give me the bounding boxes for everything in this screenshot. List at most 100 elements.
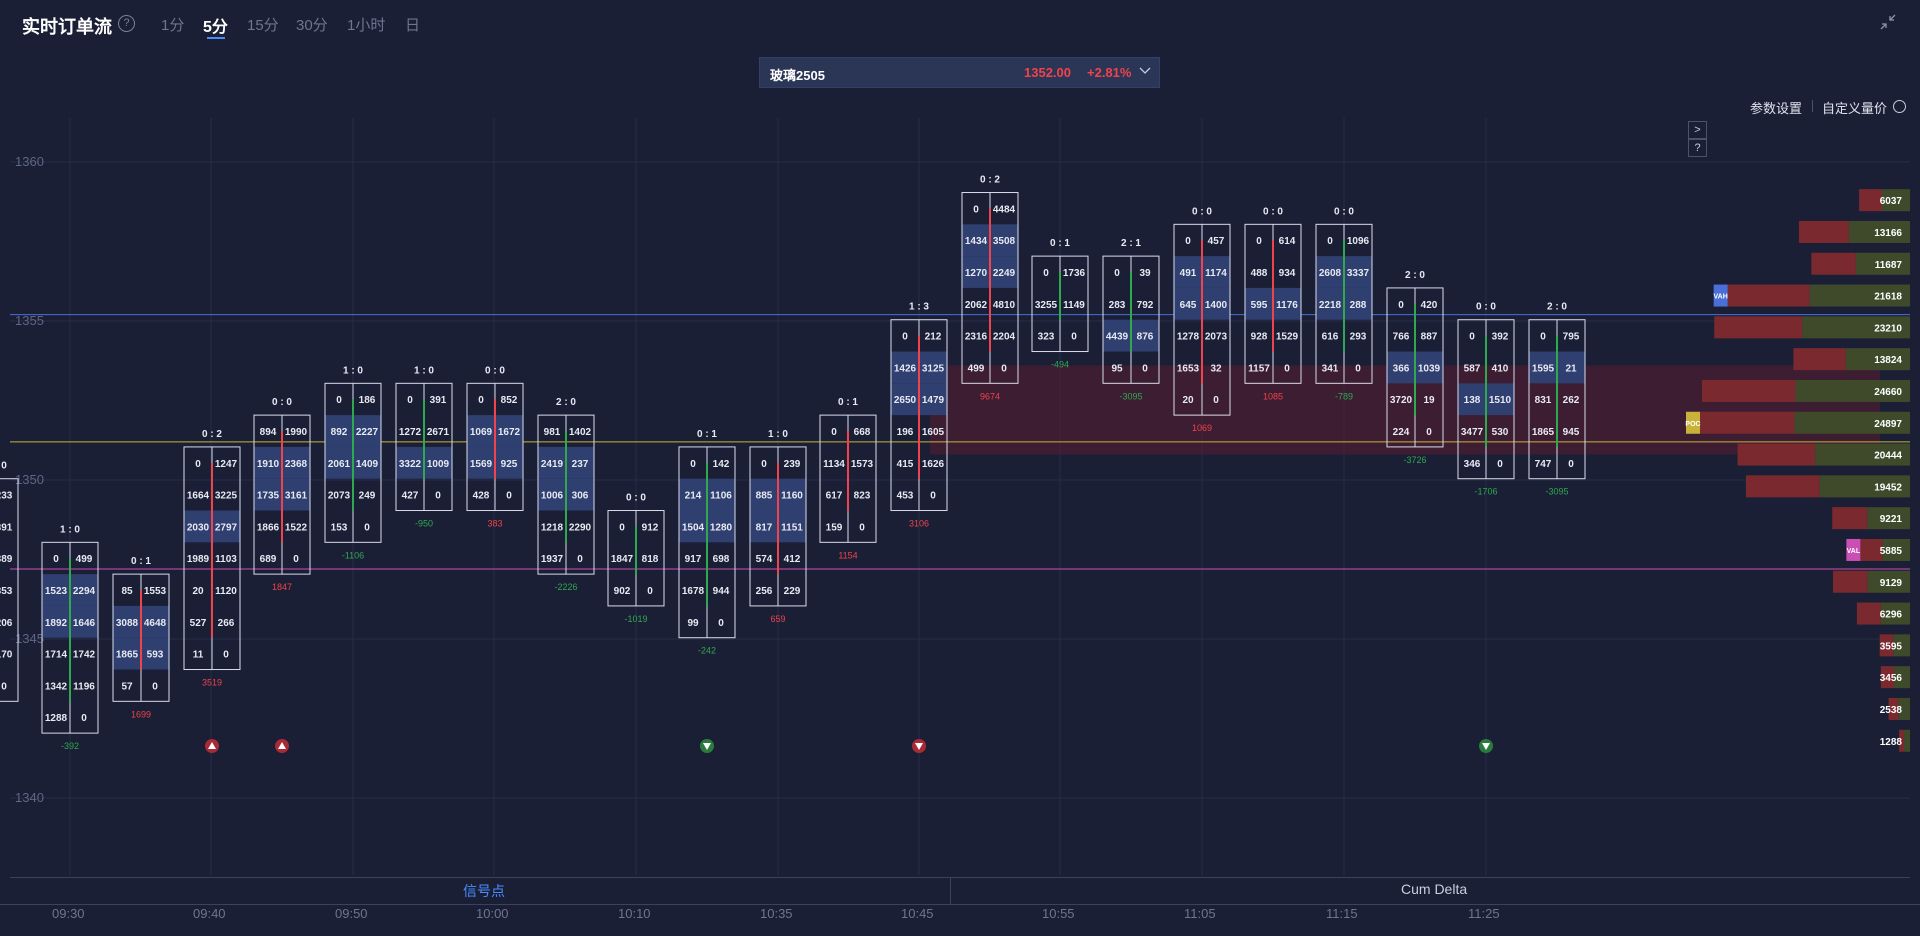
profile-buy-bar — [1867, 507, 1910, 530]
bid-volume: 0 — [1, 681, 7, 692]
time-label: 10:35 — [760, 906, 793, 921]
imbalance-ratio: 1 : 0 — [343, 365, 363, 376]
ask-volume: 186 — [359, 395, 376, 406]
bid-volume: 11 — [193, 650, 204, 661]
timeframe-30min[interactable]: 30分 — [296, 17, 328, 34]
ask-volume: 3225 — [215, 491, 238, 502]
bid-volume: 0 — [831, 427, 837, 438]
bid-volume: 3255 — [1035, 300, 1058, 311]
expand-panel-button[interactable]: > — [1688, 121, 1707, 139]
profile-tag-marker — [1713, 284, 1728, 307]
profile-tag: VAL — [1847, 548, 1861, 555]
bid-volume: 0 — [336, 395, 342, 406]
signal-points-tab[interactable]: 信号点 — [463, 883, 505, 899]
page-title: 实时订单流 — [22, 17, 112, 37]
ask-volume: 3125 — [922, 363, 945, 374]
cum-delta-tab[interactable]: Cum Delta — [1401, 881, 1468, 897]
imbalance-ratio: 0 : 0 — [1263, 206, 1283, 217]
timeframe-5min[interactable]: 5分 — [203, 19, 228, 36]
chevron-down-icon[interactable] — [1138, 64, 1152, 78]
price-tick-label: 1340 — [15, 790, 44, 805]
time-label: 09:50 — [335, 906, 368, 921]
ask-volume: 1247 — [215, 459, 238, 470]
bid-volume: 892 — [331, 427, 348, 438]
profile-sell-bar — [1888, 697, 1899, 720]
bid-volume: 0 — [690, 459, 696, 470]
timeframe-1min[interactable]: 1分 — [161, 17, 185, 34]
ask-volume: 1120 — [215, 586, 237, 597]
imbalance-ratio: 1 : 0 — [60, 524, 80, 535]
ask-volume: 2204 — [993, 332, 1016, 343]
ask-volume: 1553 — [144, 586, 167, 597]
ask-volume: 1409 — [356, 459, 379, 470]
bid-volume: 1653 — [1177, 363, 1200, 374]
ask-volume: 1646 — [73, 618, 96, 629]
signal-arrow — [703, 743, 711, 750]
bid-volume: 389 — [0, 554, 13, 565]
ask-volume: 593 — [147, 650, 164, 661]
timeframe-day[interactable]: 日 — [405, 17, 421, 34]
bid-volume: 0 — [1469, 332, 1475, 343]
profile-buy-bar — [1904, 729, 1910, 752]
bid-volume: 1523 — [45, 586, 68, 597]
signal-arrow — [915, 743, 923, 750]
bid-volume: 1270 — [965, 268, 988, 279]
shrink-arrows-icon[interactable] — [1880, 14, 1896, 30]
ask-volume: 2368 — [285, 459, 308, 470]
symbol-selector[interactable]: 玻璃2505 1352.00 +2.81% — [759, 57, 1160, 88]
bid-volume: 2608 — [1319, 268, 1342, 279]
profile-volume: 20444 — [1874, 451, 1902, 462]
bid-volume: 488 — [1251, 268, 1268, 279]
ask-volume: 912 — [642, 522, 659, 533]
imbalance-ratio: 0 : 0 — [1476, 302, 1496, 313]
profile-volume: 11687 — [1875, 260, 1903, 271]
imbalance-ratio: 0 : 2 — [980, 175, 1000, 186]
time-axis — [0, 904, 1920, 936]
imbalance-ratio: 0 : 2 — [202, 429, 222, 440]
ask-volume: 237 — [572, 459, 589, 470]
profile-tag-marker — [1846, 538, 1861, 561]
profile-tag-marker — [1686, 411, 1700, 434]
time-label: 10:55 — [1042, 906, 1075, 921]
price-tick-label: 1360 — [15, 154, 44, 169]
bid-volume: 0 — [902, 332, 908, 343]
profile-volume: 9221 — [1880, 514, 1903, 525]
ask-volume: 32 — [1210, 363, 1222, 374]
ask-volume: 457 — [1208, 236, 1225, 247]
imbalance-ratio: 0 : 0 — [485, 365, 505, 376]
profile-volume: 24897 — [1874, 419, 1902, 430]
active-timeframe-indicator — [207, 37, 225, 39]
bid-volume: 0 — [1185, 236, 1191, 247]
ask-volume: 818 — [642, 554, 659, 565]
bid-volume: 1847 — [611, 554, 634, 565]
bid-volume: 159 — [826, 522, 843, 533]
bid-volume: 153 — [331, 522, 348, 533]
timeframe-1hour[interactable]: 1小时 — [347, 17, 386, 34]
bid-volume: 4439 — [1106, 332, 1129, 343]
bid-volume: 0 — [1327, 236, 1333, 247]
ask-volume: 1106 — [710, 491, 732, 502]
profile-buy-bar — [1855, 252, 1910, 275]
imbalance-ratio: 0 — [1, 461, 7, 472]
ask-volume: 499 — [76, 554, 93, 565]
bid-volume: 20 — [1182, 395, 1194, 406]
ask-volume: 1402 — [569, 427, 592, 438]
footprint-chart[interactable]: 1360135513501345134023339138935320617000… — [0, 118, 1920, 875]
ask-volume: 1742 — [73, 650, 96, 661]
bid-volume: 766 — [1393, 332, 1410, 343]
bid-volume: 0 — [1256, 236, 1262, 247]
bid-volume: 341 — [1322, 363, 1339, 374]
settings-button[interactable]: 参数设置 — [1750, 101, 1803, 116]
timeframe-15min[interactable]: 15分 — [247, 17, 279, 34]
ask-volume: 0 — [1001, 363, 1007, 374]
help-icon[interactable]: ? — [118, 15, 135, 32]
bid-volume: 3720 — [1390, 395, 1413, 406]
bid-volume: 747 — [1535, 459, 1552, 470]
settings-circle-icon[interactable] — [1893, 100, 1906, 113]
bar-delta: -3095 — [1545, 487, 1568, 497]
profile-sell-bar — [1879, 634, 1894, 657]
chart-help-button[interactable]: ? — [1688, 139, 1707, 157]
custom-volume-button[interactable]: 自定义量价 — [1822, 101, 1888, 116]
ask-volume: 1039 — [1418, 363, 1441, 374]
bid-volume: 894 — [260, 427, 277, 438]
